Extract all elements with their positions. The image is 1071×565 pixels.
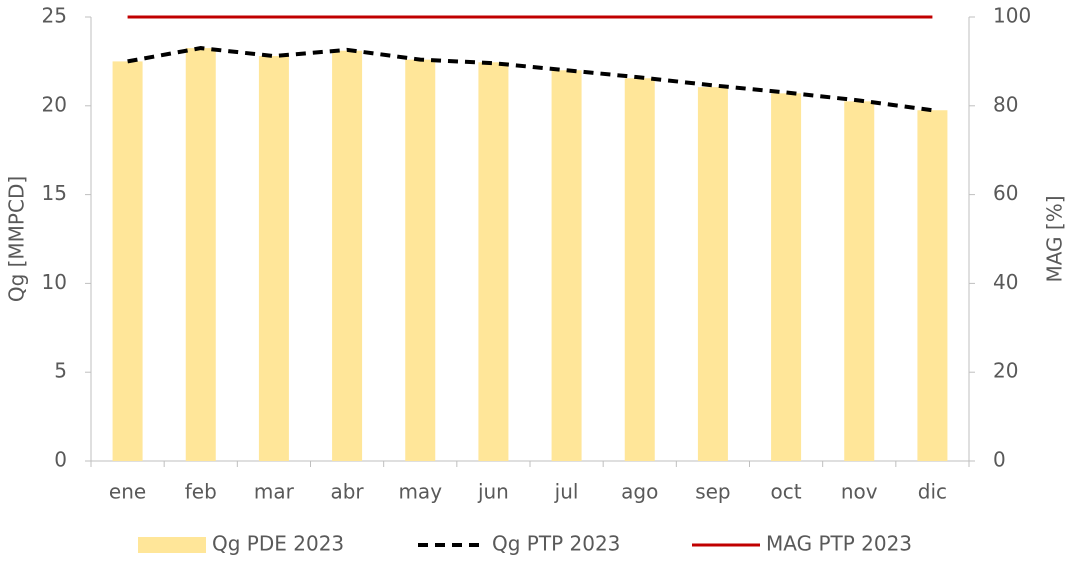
y-tick-label: 0: [54, 448, 67, 472]
y-axis-label: Qg [MMPCD]: [5, 176, 29, 302]
bar: [624, 78, 655, 461]
y2-axis-label: MAG [%]: [1043, 195, 1067, 282]
x-tick-label: ago: [621, 480, 658, 504]
y-tick-label: 5: [54, 359, 67, 383]
legend-swatch: [138, 537, 206, 553]
x-tick-label: nov: [841, 480, 878, 504]
bar: [112, 61, 143, 462]
x-tick-label: dic: [918, 480, 947, 504]
legend-label: Qg PTP 2023: [492, 532, 620, 556]
legend-label: Qg PDE 2023: [212, 532, 344, 556]
bar: [844, 101, 875, 462]
line: [127, 46, 933, 113]
legend-label: MAG PTP 2023: [766, 532, 912, 556]
y-tick-label: 20: [42, 92, 67, 116]
y2-tick-label: 0: [993, 448, 1006, 472]
y2-tick-label: 80: [993, 92, 1018, 116]
bar: [917, 110, 948, 462]
bar: [405, 59, 436, 462]
x-tick-label: mar: [254, 480, 295, 504]
y2-tick-label: 60: [993, 181, 1018, 205]
bar: [697, 87, 728, 461]
y2-tick-label: 100: [993, 4, 1031, 28]
bar: [332, 50, 363, 462]
bar: [185, 48, 216, 462]
y2-tick-label: 20: [993, 359, 1018, 383]
x-tick-label: oct: [771, 480, 802, 504]
y-tick-label: 25: [42, 4, 67, 28]
x-tick-label: may: [398, 480, 442, 504]
bar: [478, 62, 509, 462]
x-tick-label: abr: [330, 480, 364, 504]
y-tick-label: 10: [42, 270, 67, 294]
y2-tick-label: 40: [993, 270, 1018, 294]
x-tick-label: jul: [554, 480, 579, 504]
y-tick-label: 15: [42, 181, 67, 205]
x-tick-label: feb: [185, 480, 217, 504]
x-tick-label: jun: [477, 480, 509, 504]
bar: [258, 56, 289, 462]
bar: [771, 93, 802, 462]
bar: [551, 70, 582, 461]
x-tick-label: sep: [695, 480, 730, 504]
x-tick-label: ene: [109, 480, 146, 504]
